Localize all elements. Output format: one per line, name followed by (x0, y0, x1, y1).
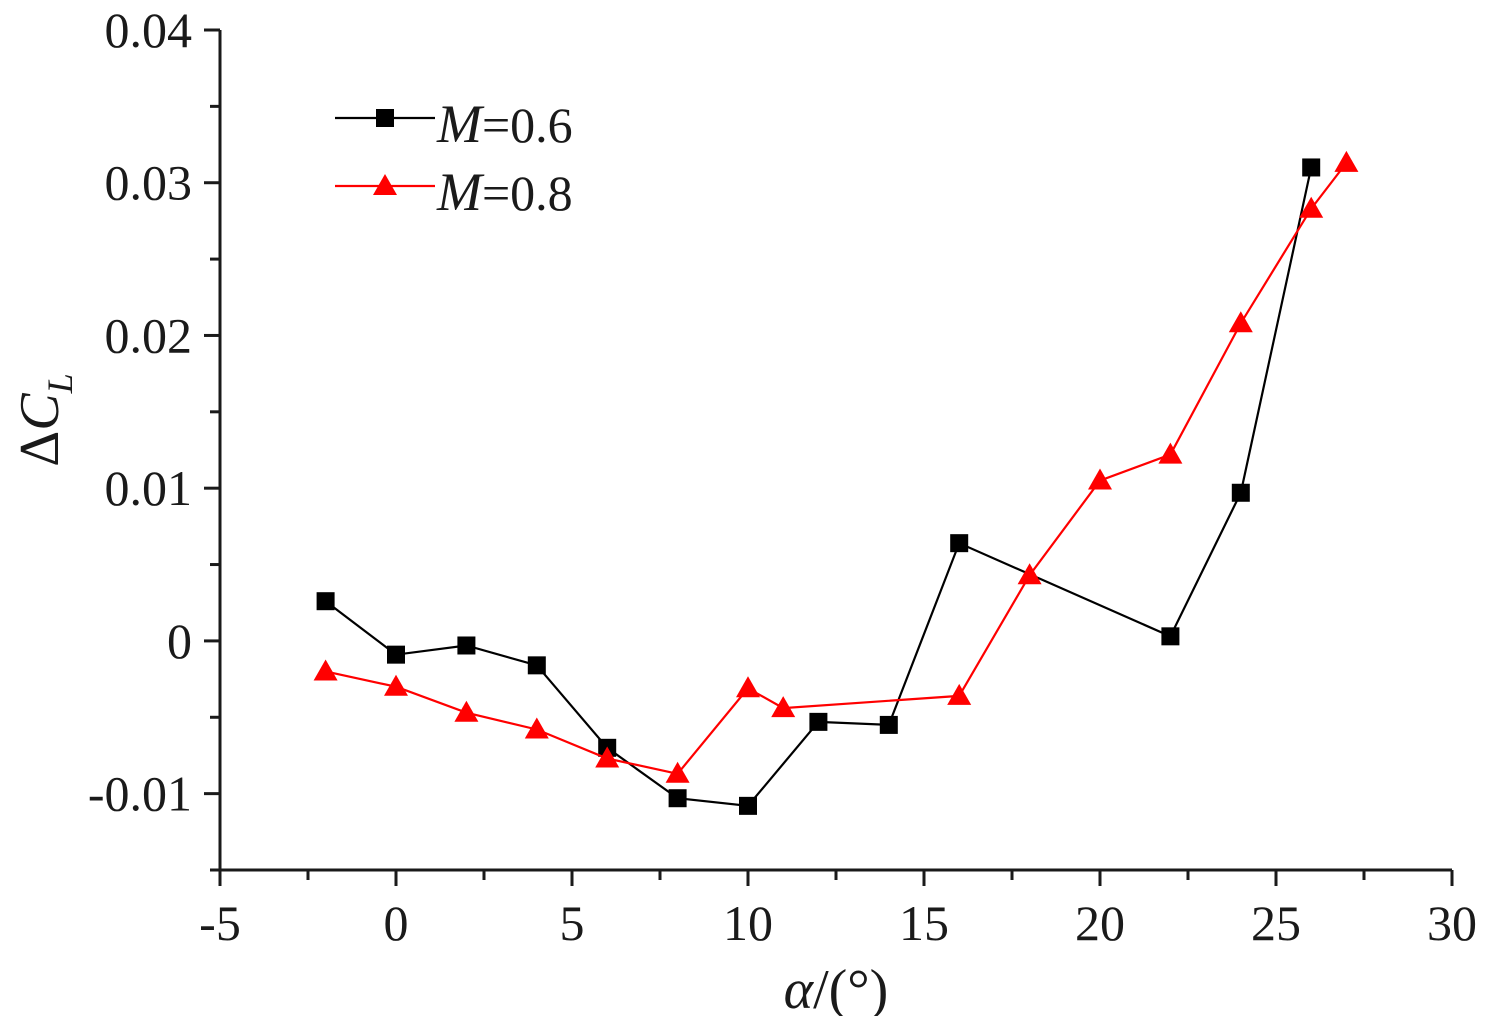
x-tick-label: -5 (199, 895, 241, 951)
data-point (524, 717, 549, 739)
data-point (527, 656, 546, 675)
data-point (595, 746, 620, 768)
x-tick-label: 15 (899, 895, 949, 951)
data-point (1302, 158, 1321, 177)
data-point (771, 696, 796, 718)
legend: M=0.6M=0.8 (335, 94, 573, 222)
data-point (739, 796, 757, 815)
data-point (1228, 311, 1253, 333)
series (313, 150, 1359, 815)
x-tick-label: 10 (723, 895, 773, 951)
data-point (387, 645, 405, 664)
data-point (454, 700, 479, 722)
data-point (1017, 563, 1042, 585)
x-tick-label: 5 (560, 895, 585, 951)
data-point (665, 761, 690, 783)
data-point (879, 715, 898, 734)
data-point (668, 789, 687, 808)
data-point (1299, 196, 1324, 218)
data-point (1088, 468, 1112, 490)
y-tick-label: 0.01 (105, 460, 193, 516)
y-axis-subscript: L (40, 373, 80, 394)
legend-label: M=0.8 (436, 162, 573, 222)
data-point (316, 592, 335, 611)
x-tick-label: 30 (1427, 895, 1477, 951)
data-point (1158, 442, 1183, 464)
legend-value: =0.8 (482, 165, 573, 221)
legend-value: =0.6 (482, 97, 573, 153)
legend-symbol: M (436, 162, 485, 222)
legend-label: M=0.6 (436, 94, 573, 154)
legend-marker (373, 174, 397, 195)
data-point (384, 674, 408, 696)
series-line (324, 167, 1313, 808)
data-point (809, 712, 828, 731)
data-point (1231, 483, 1250, 502)
x-axis-unit: /(°) (813, 959, 888, 1016)
y-tick-label: 0.04 (105, 2, 193, 58)
data-point (1161, 627, 1180, 646)
ticks: -5 0 5 10 15 20 25 30 -0.01 0 0.01 0.02 0.03 0.04 (88, 2, 1477, 951)
data-point (457, 636, 476, 655)
series-line (325, 162, 1348, 775)
series-1 (313, 150, 1359, 783)
series-0 (316, 158, 1321, 815)
x-tick-label: 20 (1075, 895, 1125, 951)
x-tick-label: 25 (1251, 895, 1301, 951)
x-axis-symbol: α (784, 959, 815, 1016)
y-axis-title: ΔCL (9, 373, 80, 466)
y-tick-label: 0.03 (105, 155, 193, 211)
data-point (950, 534, 969, 553)
x-tick-label: 0 (384, 895, 409, 951)
y-axis-prefix: Δ (9, 431, 71, 467)
data-point (947, 683, 972, 705)
x-axis-title: α/(°) (784, 959, 889, 1016)
y-tick-label: 0 (167, 613, 192, 669)
legend-marker (376, 109, 394, 127)
data-point (736, 676, 760, 698)
axes (218, 30, 1452, 872)
data-point (1334, 150, 1359, 172)
legend-symbol: M (436, 94, 485, 154)
data-point (313, 659, 338, 681)
legend-item: M=0.8 (335, 162, 573, 222)
y-axis-symbol: C (9, 393, 71, 431)
legend-item: M=0.6 (335, 94, 573, 154)
y-tick-label: 0.02 (105, 307, 193, 363)
y-tick-label: -0.01 (88, 766, 192, 822)
